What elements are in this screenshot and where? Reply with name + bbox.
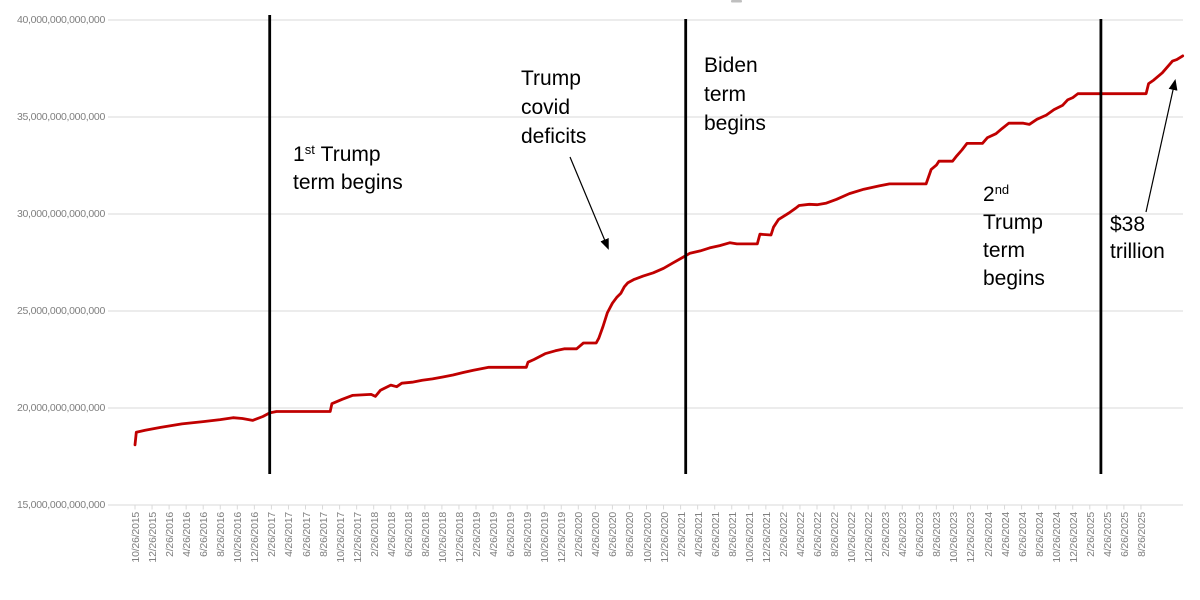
- x-axis-label: 8/26/2022: [829, 512, 842, 557]
- x-axis-label: 10/26/2019: [539, 512, 552, 563]
- annotation-covid-deficits: Trump covid deficits: [521, 67, 587, 148]
- gridlines: [108, 19, 1183, 506]
- x-axis-label: 6/26/2021: [709, 512, 722, 557]
- x-axis-label: 12/26/2020: [658, 512, 671, 563]
- x-axis-label: 4/26/2016: [181, 512, 194, 557]
- x-axis-label: 12/26/2024: [1067, 512, 1080, 563]
- x-axis-label: 6/26/2024: [1016, 512, 1029, 557]
- x-axis-label: 6/26/2017: [300, 512, 313, 557]
- annotation-trump2-term: 2nd Trump term begins: [983, 182, 1045, 290]
- x-axis-label: 6/26/2016: [198, 512, 211, 557]
- x-axis-label: 2/26/2019: [471, 512, 483, 557]
- x-axis-label: 4/26/2024: [999, 512, 1012, 557]
- annotation-trump1-term: 1st Trump term begins: [293, 142, 403, 194]
- x-axis-label: 2/26/2017: [266, 512, 279, 557]
- x-axis-ticks: [134, 505, 1142, 510]
- clipped-title-fragment: [731, 0, 742, 3]
- x-axis-label: 12/26/2021: [760, 512, 773, 563]
- x-axis-label: 12/26/2022: [863, 512, 876, 563]
- x-axis-label: 2/26/2021: [675, 512, 688, 557]
- x-axis-label: 2/26/2025: [1084, 512, 1097, 557]
- x-axis-label: 10/26/2022: [846, 512, 859, 563]
- x-axis-label: 4/26/2025: [1101, 512, 1114, 557]
- y-axis-label: 15,000,000,000,000: [16, 499, 105, 511]
- x-axis-label: 6/26/2018: [402, 512, 415, 557]
- x-axis-label: 4/26/2018: [385, 512, 398, 557]
- x-axis-label: 12/26/2019: [556, 512, 569, 563]
- 38-trillion-arrow: [1145, 79, 1178, 213]
- x-axis-label: 10/26/2016: [232, 512, 245, 563]
- x-axis-label: 10/26/2018: [436, 512, 449, 563]
- x-axis-label: 8/26/2016: [215, 512, 228, 557]
- x-axis-label: 10/26/2020: [641, 512, 654, 563]
- x-axis-label: 2/26/2024: [982, 512, 995, 557]
- x-axis-label: 6/26/2023: [914, 512, 927, 557]
- x-axis-label: 12/26/2017: [351, 512, 364, 563]
- x-axis-label: 8/26/2018: [419, 512, 432, 557]
- x-axis-label: 2/26/2022: [777, 512, 790, 557]
- x-axis-label: 8/26/2023: [931, 512, 944, 557]
- x-axis-label: 2/26/2020: [573, 512, 586, 557]
- x-axis-label: 2/26/2023: [880, 512, 893, 557]
- x-axis-label: 12/26/2023: [965, 512, 978, 563]
- x-axis-label: 10/26/2015: [130, 512, 142, 563]
- x-axis-label: 12/26/2015: [147, 512, 160, 563]
- y-axis-label: 30,000,000,000,000: [16, 208, 105, 220]
- y-axis-label: 25,000,000,000,000: [16, 305, 105, 317]
- x-axis-label: 6/26/2019: [505, 512, 518, 557]
- x-axis-label: 8/26/2020: [624, 512, 637, 557]
- x-axis-label: 4/26/2022: [794, 512, 807, 557]
- x-axis-label: 12/26/2016: [249, 512, 262, 563]
- debt-series-line: [133, 54, 1185, 447]
- x-axis-label: 8/26/2024: [1033, 512, 1046, 557]
- x-axis-label: 4/26/2019: [488, 512, 501, 557]
- y-axis-label: 40,000,000,000,000: [16, 14, 105, 26]
- y-axis-label: 20,000,000,000,000: [16, 402, 105, 414]
- covid-annotation-arrow: [569, 156, 609, 250]
- x-axis-label: 6/26/2025: [1118, 512, 1131, 557]
- x-axis-label: 8/26/2017: [317, 512, 330, 557]
- annotation-38-trillion: $38 trillion: [1110, 213, 1165, 263]
- x-axis-label: 8/26/2021: [726, 512, 739, 557]
- x-axis-label: 4/26/2021: [692, 512, 705, 557]
- x-axis-label: 2/26/2016: [164, 512, 177, 557]
- annotation-biden-term: Biden term begins: [704, 54, 766, 135]
- x-axis-label: 10/26/2023: [948, 512, 961, 563]
- x-axis-label: 12/26/2018: [453, 512, 466, 563]
- x-axis-label: 4/26/2020: [590, 512, 603, 557]
- x-axis-label: 6/26/2022: [812, 512, 824, 557]
- x-axis-label: 10/26/2024: [1050, 512, 1063, 563]
- x-axis-label: 4/26/2023: [897, 512, 910, 557]
- x-axis-label: 8/26/2019: [522, 512, 535, 557]
- x-axis-label: 10/26/2021: [743, 512, 756, 563]
- x-axis-label: 10/26/2017: [334, 512, 347, 563]
- y-axis-label: 35,000,000,000,000: [16, 111, 105, 123]
- x-axis-label: 4/26/2017: [283, 512, 296, 557]
- x-axis-label: 6/26/2020: [607, 512, 620, 557]
- x-axis-label: 8/26/2025: [1135, 512, 1148, 557]
- x-axis-label: 2/26/2018: [368, 512, 381, 557]
